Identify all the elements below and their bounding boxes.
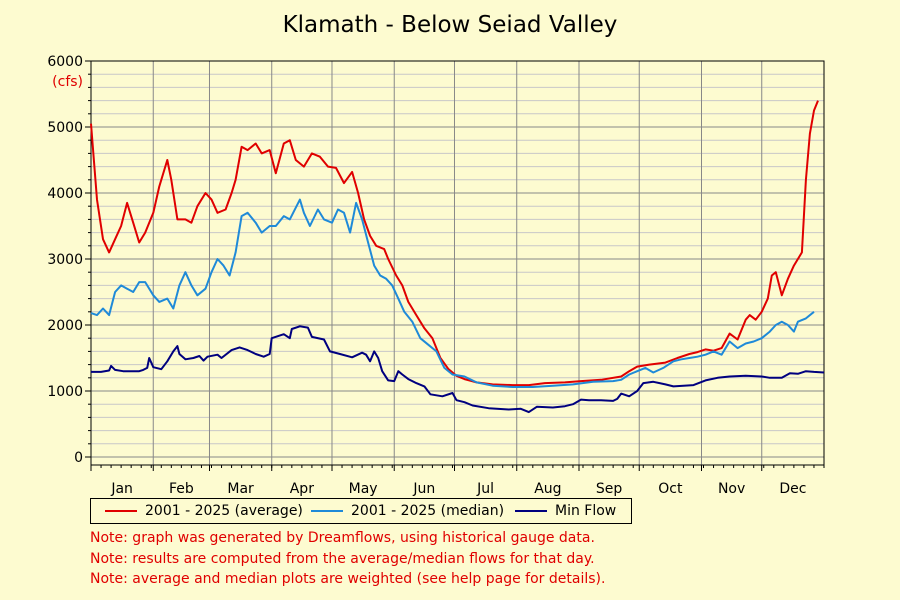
axis-ticks bbox=[85, 60, 825, 471]
legend-item-average: 2001 - 2025 (average) bbox=[105, 499, 303, 523]
x-tick-label: Feb bbox=[169, 481, 194, 497]
legend-label-min: Min Flow bbox=[555, 503, 617, 519]
plot-frame bbox=[90, 60, 825, 466]
legend-label-average: 2001 - 2025 (average) bbox=[145, 503, 303, 519]
y-unit-label: (cfs) bbox=[52, 74, 83, 90]
x-tick-label: Jan bbox=[110, 481, 133, 497]
note-line: Note: results are computed from the aver… bbox=[90, 550, 595, 567]
y-tick-label: 0 bbox=[74, 450, 83, 466]
x-tick-label: Apr bbox=[290, 481, 314, 497]
x-tick-label: Jun bbox=[412, 481, 435, 497]
legend-item-median: 2001 - 2025 (median) bbox=[311, 499, 504, 523]
series-lines bbox=[90, 100, 825, 414]
series-line-median bbox=[90, 198, 815, 388]
x-tick-label: Sep bbox=[596, 481, 623, 497]
legend-item-min: Min Flow bbox=[515, 499, 616, 523]
grid-lines bbox=[91, 60, 824, 465]
y-tick-label: 2000 bbox=[47, 318, 83, 334]
legend-swatch-min bbox=[515, 510, 547, 512]
x-tick-label: Nov bbox=[718, 481, 745, 497]
y-tick-label: 4000 bbox=[47, 186, 83, 202]
legend-label-median: 2001 - 2025 (median) bbox=[351, 503, 505, 519]
note-line: Note: average and median plots are weigh… bbox=[90, 571, 606, 587]
series-line-average bbox=[90, 100, 819, 387]
chart-title: Klamath - Below Seiad Valley bbox=[282, 12, 618, 38]
legend-swatch-median bbox=[311, 510, 343, 512]
x-tick-label: Jul bbox=[476, 481, 494, 497]
x-tick-label: May bbox=[349, 481, 378, 497]
x-tick-label: Mar bbox=[227, 481, 254, 497]
note-line: Note: graph was generated by Dreamflows,… bbox=[90, 530, 595, 546]
y-tick-label: 6000 bbox=[47, 54, 83, 70]
series-line-min bbox=[91, 325, 825, 414]
notes: Note: graph was generated by Dreamflows,… bbox=[90, 528, 605, 590]
y-tick-label: 1000 bbox=[47, 384, 83, 400]
legend: 2001 - 2025 (average) 2001 - 2025 (media… bbox=[90, 498, 632, 524]
y-tick-label: 3000 bbox=[47, 252, 83, 268]
axis-labels: 0 1000 2000 3000 4000 5000 6000 (cfs) Jan Feb Mar A… bbox=[47, 54, 806, 497]
x-tick-label: Dec bbox=[779, 481, 806, 497]
legend-swatch-average bbox=[105, 510, 137, 512]
x-tick-label: Oct bbox=[658, 481, 683, 497]
y-tick-label: 5000 bbox=[47, 120, 83, 136]
x-tick-label: Aug bbox=[534, 481, 561, 497]
